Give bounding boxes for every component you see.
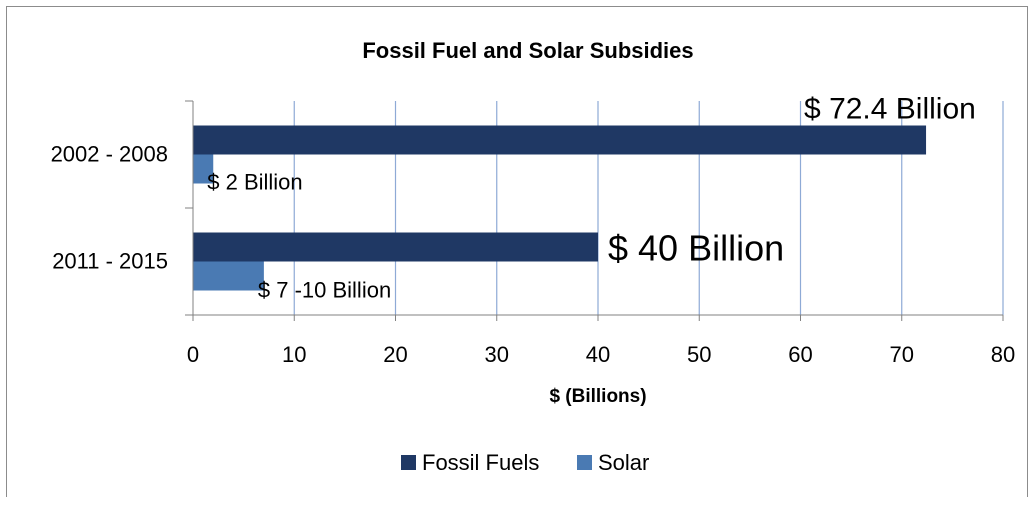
solar-bar	[193, 261, 264, 291]
y-category-label: 2011 - 2015	[52, 249, 168, 274]
fossil-fuels-bar	[193, 232, 598, 262]
data-label: $ 7 -10 Billion	[258, 278, 391, 303]
x-tick-label: 60	[788, 342, 812, 367]
legend-swatch	[401, 455, 416, 470]
x-tick-label: 80	[991, 342, 1015, 367]
data-label: $ 2 Billion	[207, 170, 302, 195]
x-tick-label: 40	[586, 342, 610, 367]
legend-label: Solar	[598, 450, 649, 475]
x-tick-label: 70	[890, 342, 914, 367]
chart-frame	[6, 6, 1028, 497]
fossil-fuels-bar	[193, 125, 927, 155]
x-axis-title: $ (Billions)	[549, 386, 646, 407]
x-tick-label: 0	[187, 342, 199, 367]
x-tick-label: 10	[282, 342, 306, 367]
legend-swatch	[577, 455, 592, 470]
data-label: $ 72.4 Billion	[804, 93, 976, 126]
axes: 0 10 20 30 40 50 60 70 80 2002 - 2008 2011 - 2015	[51, 100, 1015, 367]
data-labels: $ 72.4 Billion $ 2 Billion $ 40 Billion $ 7…	[207, 93, 976, 303]
solar-bar	[193, 154, 214, 184]
x-tick-label: 30	[485, 342, 509, 367]
bars	[193, 125, 927, 291]
legend: Fossil Fuels Solar	[401, 450, 649, 475]
data-label: $ 40 Billion	[608, 228, 784, 269]
chart-title: Fossil Fuel and Solar Subsidies	[362, 38, 693, 63]
legend-label: Fossil Fuels	[422, 450, 539, 475]
x-tick-label: 50	[687, 342, 711, 367]
y-category-label: 2002 - 2008	[51, 142, 168, 167]
x-tick-label: 20	[383, 342, 407, 367]
